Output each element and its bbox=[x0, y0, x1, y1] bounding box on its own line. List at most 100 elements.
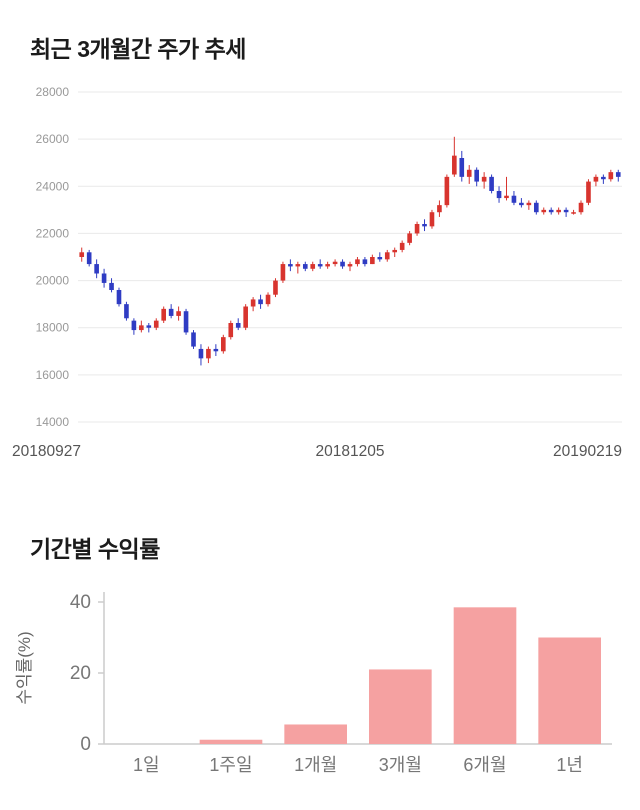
bar bbox=[284, 724, 347, 744]
candle-body bbox=[86, 252, 92, 265]
candle-body bbox=[94, 264, 99, 274]
candle-body bbox=[109, 282, 114, 290]
stock-report-page: 최근 3개월간 주가 추세 14000 16000 18000 20000 22000 2… bbox=[0, 30, 640, 794]
candle-body bbox=[325, 264, 330, 267]
x-tick-label: 20180927 bbox=[12, 443, 81, 460]
candle-body bbox=[459, 158, 465, 177]
y-axis-title: 수익률(%) bbox=[15, 631, 34, 704]
candle-body bbox=[608, 172, 614, 180]
candlestick-chart: 14000 16000 18000 20000 22000 24000 26000 28000… bbox=[12, 85, 622, 460]
candle-body bbox=[437, 205, 442, 213]
candle-body bbox=[265, 294, 271, 305]
bar bbox=[538, 637, 601, 744]
y-tick-label: 20000 bbox=[36, 274, 70, 288]
candle-body bbox=[370, 257, 375, 265]
y-tick-label: 26000 bbox=[36, 132, 70, 146]
candle-body bbox=[146, 325, 152, 328]
y-tick-label: 28000 bbox=[36, 85, 70, 99]
candle-body bbox=[317, 264, 323, 267]
candle-body bbox=[429, 212, 435, 227]
candle-body bbox=[273, 280, 278, 295]
candle-body bbox=[79, 252, 85, 257]
candle-body bbox=[131, 320, 137, 331]
candle-body bbox=[258, 299, 263, 305]
bar bbox=[199, 739, 263, 744]
bar-category-label: 3개월 bbox=[379, 755, 422, 775]
candle-body bbox=[250, 299, 256, 307]
bar-category-label: 1주일 bbox=[209, 755, 252, 775]
candle-body bbox=[466, 169, 472, 177]
x-tick-label: 20190219 bbox=[553, 443, 622, 460]
candle-body bbox=[601, 176, 606, 180]
candle-body bbox=[191, 332, 196, 347]
candle-body bbox=[139, 325, 144, 331]
bar bbox=[369, 669, 432, 744]
price-trend-title: 최근 3개월간 주가 추세 bbox=[30, 36, 246, 62]
period-return-bar-chart: 0 20 40 수익률(%) 1일 1주일 1개월 3개월 6개월 1년 bbox=[15, 592, 612, 775]
candle-body bbox=[332, 261, 338, 265]
bar-category-label: 1개월 bbox=[294, 755, 337, 775]
candle-body bbox=[392, 249, 398, 253]
y-tick-label: 18000 bbox=[36, 321, 70, 335]
y-tick-label: 16000 bbox=[36, 368, 70, 382]
y-tick-label: 24000 bbox=[36, 179, 70, 193]
y-tick-label: 0 bbox=[80, 734, 91, 755]
candle-body bbox=[295, 264, 301, 267]
y-tick-label: 22000 bbox=[36, 226, 70, 240]
candle-body bbox=[474, 169, 479, 182]
candle-body bbox=[206, 348, 211, 359]
candle-body bbox=[213, 348, 219, 352]
candle-body bbox=[340, 261, 345, 267]
candle-body bbox=[526, 202, 532, 206]
candle-body bbox=[533, 202, 539, 213]
candle-body bbox=[541, 209, 547, 213]
candle-body bbox=[116, 290, 122, 305]
bar-category-label: 6개월 bbox=[463, 755, 506, 775]
y-tick-label: 14000 bbox=[36, 415, 70, 429]
candle-body bbox=[280, 264, 286, 281]
candle-body bbox=[362, 259, 368, 265]
candle-body bbox=[198, 348, 204, 359]
candle-body bbox=[481, 176, 487, 182]
candle-body bbox=[444, 176, 450, 206]
candle-body bbox=[407, 233, 412, 243]
candle-body bbox=[183, 311, 189, 333]
candle-body bbox=[489, 176, 494, 191]
candle-body bbox=[221, 337, 226, 352]
candle-body bbox=[101, 273, 107, 283]
x-tick-label: 20181205 bbox=[316, 443, 385, 460]
candle-body bbox=[452, 155, 457, 175]
candle-body bbox=[548, 209, 554, 213]
candle-body bbox=[310, 264, 316, 269]
bar-category-label: 1년 bbox=[556, 755, 583, 775]
candle-body bbox=[615, 172, 621, 177]
candle-body bbox=[578, 202, 584, 213]
candle-body bbox=[399, 242, 405, 250]
candle-body bbox=[422, 224, 427, 227]
bar bbox=[453, 607, 517, 744]
candle-body bbox=[243, 306, 248, 328]
y-tick-label: 40 bbox=[70, 592, 91, 613]
period-return-title: 기간별 수익률 bbox=[30, 536, 160, 562]
candle-body bbox=[161, 308, 167, 321]
candle-body bbox=[496, 191, 502, 199]
candle-body bbox=[176, 311, 181, 316]
candle-body bbox=[288, 264, 293, 267]
candle-body bbox=[593, 176, 599, 182]
candle-body bbox=[347, 264, 353, 267]
candle-body bbox=[556, 209, 561, 213]
candle-body bbox=[302, 264, 308, 269]
candle-body bbox=[384, 252, 390, 260]
candle-body bbox=[377, 257, 383, 260]
candle-body bbox=[228, 323, 234, 338]
candle-body bbox=[124, 304, 129, 319]
candle-body bbox=[511, 195, 517, 203]
candle-body bbox=[168, 308, 174, 316]
candle-body bbox=[571, 212, 576, 214]
y-tick-label: 20 bbox=[70, 663, 91, 684]
candle-body bbox=[563, 209, 569, 213]
candle-body bbox=[519, 202, 524, 206]
candle-body bbox=[355, 259, 360, 265]
candle-body bbox=[504, 195, 509, 199]
bar-category-label: 1일 bbox=[133, 755, 160, 775]
